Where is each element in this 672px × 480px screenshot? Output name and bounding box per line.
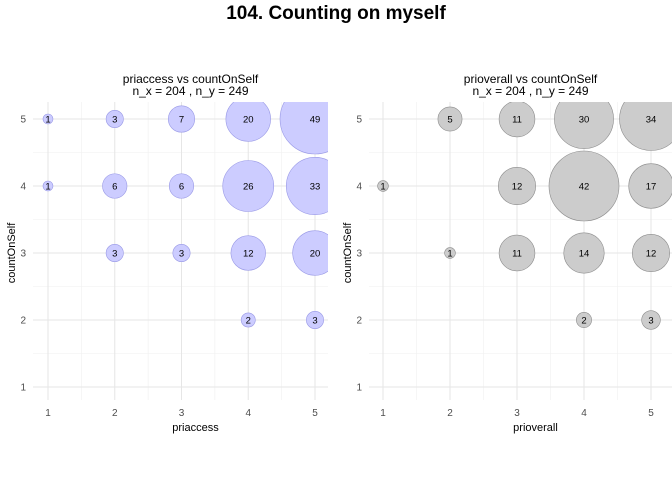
x-tick-label: 2: [112, 408, 118, 419]
bubble: [105, 110, 124, 128]
bubble-layer: 5 11 30 341 12 42 171 11 14 122 3: [377, 102, 672, 330]
bubble: [105, 244, 124, 262]
y-axis-label: countOnSelf: [6, 222, 18, 283]
bubble: [42, 180, 54, 192]
bubble-count-label: 6: [179, 182, 184, 193]
x-tick-label: 5: [312, 408, 318, 419]
bubble: [292, 230, 328, 276]
bubble: [102, 173, 128, 199]
bubble: [230, 235, 266, 271]
figure-title: 104. Counting on myself: [226, 3, 446, 24]
bubble: [279, 102, 328, 155]
bubble: [285, 156, 328, 216]
bubble: [498, 234, 536, 272]
bubble-count-label: 3: [648, 316, 653, 327]
bubble-count-label: 42: [579, 182, 590, 193]
bubble: [377, 180, 389, 192]
bubble-count-label: 1: [447, 249, 452, 260]
bubble-count-label: 3: [112, 249, 117, 260]
bubble-count-label: 3: [112, 115, 117, 126]
bubble: [168, 173, 195, 199]
bubble-count-label: 20: [310, 249, 321, 260]
bubble: [619, 102, 672, 151]
x-tick-label: 3: [179, 408, 185, 419]
bubble-count-label: 11: [512, 249, 522, 260]
y-axis-label: countOnSelf: [342, 222, 354, 283]
bubble-count-label: 3: [179, 249, 184, 260]
bubble: [576, 312, 592, 328]
bubble: [437, 106, 463, 132]
x-tick-label: 4: [581, 408, 587, 419]
bubble-layer: 1 3 7 20 491 6 6 26 333 3 12 202 3: [42, 102, 328, 329]
y-tick-label: 2: [356, 316, 362, 327]
bubble: [172, 244, 191, 262]
panel-subtitle: n_x = 204 , n_y = 249: [132, 84, 248, 98]
x-tick-label: 1: [380, 408, 386, 419]
y-tick-label: 1: [356, 383, 362, 394]
bubble-count-label: 17: [646, 182, 657, 193]
bubble-count-label: 1: [45, 115, 50, 126]
bubble-count-label: 7: [179, 115, 184, 126]
y-tick-label: 3: [20, 249, 26, 260]
x-tick-label: 4: [245, 408, 251, 419]
bubble: [548, 150, 620, 222]
bubble-count-label: 20: [243, 115, 254, 126]
x-tick-label: 5: [648, 408, 654, 419]
bubble: [641, 310, 661, 330]
panel-title: prioverall vs countOnSelf: [464, 72, 598, 86]
bubble: [628, 163, 672, 209]
y-tick-label: 1: [20, 383, 26, 394]
bubble: [222, 160, 275, 212]
bubble-count-label: 12: [243, 249, 254, 260]
bubble: [444, 247, 456, 259]
y-tick-label: 3: [356, 249, 362, 260]
panel-title: priaccess vs countOnSelf: [123, 72, 259, 86]
bubble-count-label: 2: [246, 316, 251, 327]
bubble: [563, 232, 605, 274]
bubble-count-label: 26: [243, 182, 254, 193]
bubble-count-label: 30: [579, 115, 590, 126]
y-tick-label: 5: [356, 115, 362, 126]
x-axis-label: priaccess: [172, 422, 219, 434]
x-axis-label: prioverall: [513, 422, 558, 434]
bubble: [306, 311, 324, 329]
bubble: [240, 312, 256, 328]
bubble-count-label: 12: [646, 249, 657, 260]
bubble: [498, 102, 536, 138]
bubble-count-label: 2: [581, 316, 586, 327]
y-tick-label: 4: [20, 182, 26, 193]
bubble-count-label: 1: [380, 182, 385, 193]
bubble: [167, 105, 196, 133]
y-tick-label: 2: [20, 316, 26, 327]
x-tick-label: 3: [514, 408, 520, 419]
bubble-count-label: 49: [310, 115, 321, 126]
bubble-count-label: 11: [512, 115, 522, 126]
bubble-count-label: 3: [312, 316, 317, 327]
bubble-count-label: 6: [112, 182, 117, 193]
bubble-count-label: 5: [447, 115, 452, 126]
bubble-count-label: 1: [45, 182, 50, 193]
bubble: [554, 102, 614, 149]
y-tick-label: 5: [20, 115, 26, 126]
bubble-count-label: 14: [579, 249, 590, 260]
bubble-count-label: 33: [310, 182, 321, 193]
bubble-count-label: 12: [512, 182, 523, 193]
x-tick-label: 1: [45, 408, 51, 419]
bubble: [631, 233, 671, 273]
panel-subtitle: n_x = 204 , n_y = 249: [472, 84, 588, 98]
y-tick-label: 4: [356, 182, 362, 193]
x-tick-label: 2: [447, 408, 453, 419]
bubble: [225, 102, 271, 142]
bubble: [42, 113, 54, 125]
bubble-count-label: 34: [646, 115, 657, 126]
bubble: [497, 166, 537, 206]
